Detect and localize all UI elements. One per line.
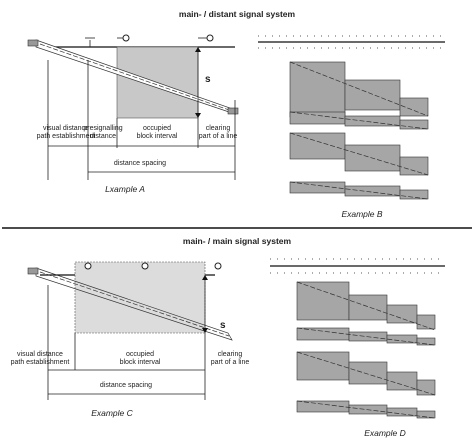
label: clearing part of a line xyxy=(199,125,238,140)
label-line: visual distance xyxy=(43,125,89,132)
label-line: path establishment xyxy=(11,359,70,366)
label: visual distance path establishment xyxy=(37,125,96,140)
label-line: path establishment xyxy=(37,133,96,140)
caption: Example C xyxy=(91,408,133,418)
spacing-label: distance spacing xyxy=(114,160,166,167)
label: occupied block interval xyxy=(120,351,161,366)
label-line: occupied xyxy=(143,125,171,132)
label-line: distance xyxy=(90,133,116,140)
label: presignalling distance xyxy=(83,125,122,140)
label-line: block interval xyxy=(137,133,178,140)
label-line: presignalling xyxy=(83,125,122,132)
label: visual distance path establishment xyxy=(11,351,70,366)
label-line: occupied xyxy=(126,351,154,358)
example-c: s visual distance path establishment occu… xyxy=(11,261,250,418)
label: occupied block interval xyxy=(137,125,178,140)
spacing-label: distance spacing xyxy=(100,382,152,389)
label-line: clearing xyxy=(206,125,231,132)
label-line: clearing xyxy=(218,351,243,358)
label-line: visual distance xyxy=(17,351,63,358)
caption: Example B xyxy=(341,209,382,219)
s-label: s xyxy=(205,74,211,85)
example-d: Example D xyxy=(270,258,445,438)
section-title: main- / distant signal system xyxy=(179,9,296,19)
caption: Lxample A xyxy=(105,184,145,194)
label: clearing part of a line xyxy=(211,351,250,366)
s-label: s xyxy=(220,320,226,331)
example-b: Example B xyxy=(258,35,445,219)
label-line: part of a line xyxy=(199,133,238,140)
label-line: block interval xyxy=(120,359,161,366)
section-title: main- / main signal system xyxy=(183,236,292,246)
label-line: part of a line xyxy=(211,359,250,366)
caption: Example D xyxy=(364,428,406,438)
example-a: s visual distance path establishment pres… xyxy=(27,34,239,194)
